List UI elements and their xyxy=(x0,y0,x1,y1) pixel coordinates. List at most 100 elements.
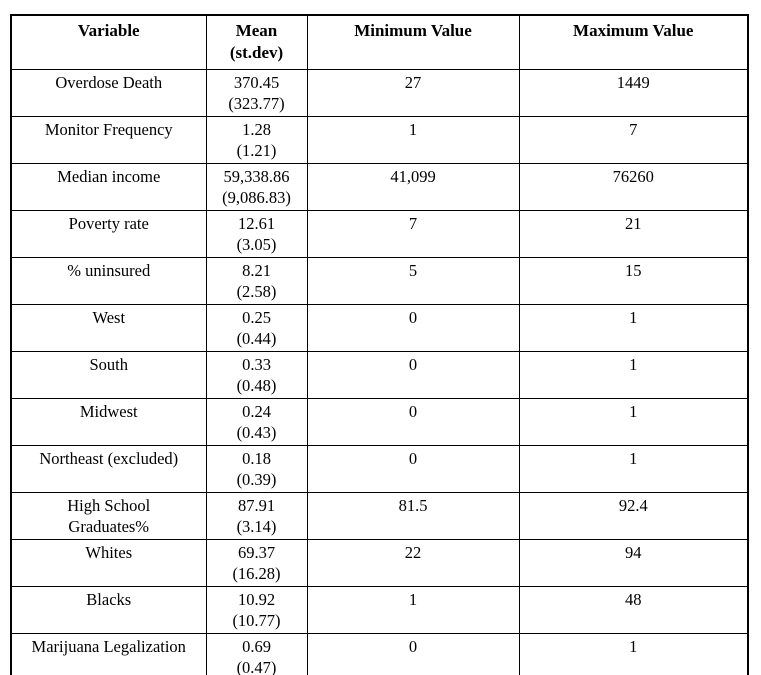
column-header-variable-label: Variable xyxy=(77,21,140,40)
variable-label: Blacks xyxy=(86,589,132,609)
table-row: Poverty rate 12.61 (3.05) 7 21 xyxy=(10,209,749,258)
column-header-maximum-label: Maximum Value xyxy=(573,21,694,40)
variable-cell: % uninsured xyxy=(10,256,207,305)
min-cell: 0 xyxy=(306,397,520,446)
variable-cell: Midwest xyxy=(10,397,207,446)
min-cell: 27 xyxy=(306,68,520,117)
mean-value: 370.45 xyxy=(233,72,280,92)
min-value: 27 xyxy=(404,72,422,92)
mean-value: 0.18 xyxy=(242,448,271,468)
min-value: 81.5 xyxy=(398,495,428,515)
max-cell: 1 xyxy=(518,397,749,446)
min-cell: 0 xyxy=(306,350,520,399)
mean-value: 10.92 xyxy=(237,589,276,609)
max-cell: 92.4 xyxy=(518,491,749,540)
mean-cell: 8.21 (2.58) xyxy=(205,256,308,305)
mean-value: 0.33 xyxy=(242,354,271,374)
mean-value: 87.91 xyxy=(237,495,276,515)
summary-statistics-table: Variable Mean (st.dev) Minimum Value Max… xyxy=(10,14,749,675)
min-value: 1 xyxy=(408,589,418,609)
max-value: 7 xyxy=(629,119,638,139)
stdev-value: (2.58) xyxy=(236,281,277,301)
variable-label: Median income xyxy=(57,166,161,186)
min-cell: 1 xyxy=(306,115,520,164)
max-value: 1 xyxy=(629,636,638,656)
mean-value: 12.61 xyxy=(237,213,276,233)
mean-cell: 69.37 (16.28) xyxy=(205,538,308,587)
min-cell: 0 xyxy=(306,303,520,352)
mean-cell: 0.18 (0.39) xyxy=(205,444,308,493)
min-value: 0 xyxy=(408,448,418,468)
table-row: Whites 69.37 (16.28) 22 94 xyxy=(10,538,749,587)
max-value: 48 xyxy=(625,589,642,609)
min-cell: 1 xyxy=(306,585,520,634)
column-header-minimum: Minimum Value xyxy=(306,14,520,70)
stdev-value: (1.21) xyxy=(236,140,277,160)
mean-cell: 0.33 (0.48) xyxy=(205,350,308,399)
mean-value: 0.24 xyxy=(242,401,271,421)
max-cell: 21 xyxy=(518,209,749,258)
mean-value: 8.21 xyxy=(242,260,271,280)
stdev-value: (0.39) xyxy=(236,469,277,489)
stdev-value: (0.44) xyxy=(236,328,277,348)
stdev-value: (3.05) xyxy=(236,234,277,254)
column-header-variable: Variable xyxy=(10,14,207,70)
mean-cell: 59,338.86 (9,086.83) xyxy=(205,162,308,211)
variable-cell: Whites xyxy=(10,538,207,587)
variable-label: Marijuana Legalization xyxy=(31,636,186,656)
mean-cell: 12.61 (3.05) xyxy=(205,209,308,258)
variable-label: High School Graduates% xyxy=(67,495,151,536)
variable-label: Monitor Frequency xyxy=(44,119,173,139)
mean-cell: 10.92 (10.77) xyxy=(205,585,308,634)
mean-value: 1.28 xyxy=(242,119,271,139)
column-header-minimum-label: Minimum Value xyxy=(354,21,472,40)
table-row: High School Graduates% 87.91 (3.14) 81.5… xyxy=(10,491,749,540)
variable-label: South xyxy=(89,354,128,374)
max-value: 1 xyxy=(629,401,638,421)
column-header-stdev-label: (st.dev) xyxy=(229,43,284,62)
table-row: Marijuana Legalization 0.69 (0.47) 0 1 xyxy=(10,632,749,675)
max-value: 21 xyxy=(625,213,642,233)
max-cell: 7 xyxy=(518,115,749,164)
min-cell: 41,099 xyxy=(306,162,520,211)
max-cell: 15 xyxy=(518,256,749,305)
min-cell: 0 xyxy=(306,632,520,675)
variable-label: Midwest xyxy=(79,401,138,421)
mean-cell: 1.28 (1.21) xyxy=(205,115,308,164)
column-header-mean: Mean (st.dev) xyxy=(205,14,308,70)
mean-cell: 0.24 (0.43) xyxy=(205,397,308,446)
max-value: 94 xyxy=(625,542,642,562)
min-cell: 0 xyxy=(306,444,520,493)
stdev-value: (0.43) xyxy=(236,422,277,442)
max-cell: 76260 xyxy=(518,162,749,211)
max-cell: 1 xyxy=(518,303,749,352)
min-value: 1 xyxy=(408,119,418,139)
mean-value: 0.69 xyxy=(242,636,271,656)
column-header-maximum: Maximum Value xyxy=(518,14,749,70)
table-row: Northeast (excluded) 0.18 (0.39) 0 1 xyxy=(10,444,749,493)
max-cell: 94 xyxy=(518,538,749,587)
min-value: 41,099 xyxy=(390,166,436,186)
stdev-value: (10.77) xyxy=(232,610,281,630)
variable-cell: Median income xyxy=(10,162,207,211)
table-row: Midwest 0.24 (0.43) 0 1 xyxy=(10,397,749,446)
min-value: 7 xyxy=(408,213,418,233)
table-body: Overdose Death 370.45 (323.77) 27 1449 M… xyxy=(10,68,749,675)
stdev-value: (3.14) xyxy=(236,516,277,536)
variable-label: West xyxy=(92,307,126,327)
variable-cell: Marijuana Legalization xyxy=(10,632,207,675)
variable-label: Whites xyxy=(85,542,133,562)
variable-label: Poverty rate xyxy=(68,213,149,233)
mean-cell: 0.25 (0.44) xyxy=(205,303,308,352)
max-value: 1 xyxy=(629,354,638,374)
variable-cell: West xyxy=(10,303,207,352)
mean-value: 69.37 xyxy=(237,542,276,562)
mean-value: 0.25 xyxy=(242,307,271,327)
mean-value: 59,338.86 xyxy=(223,166,290,186)
stdev-value: (0.48) xyxy=(236,375,277,395)
max-cell: 48 xyxy=(518,585,749,634)
stdev-value: (323.77) xyxy=(228,93,285,113)
table-row: Monitor Frequency 1.28 (1.21) 1 7 xyxy=(10,115,749,164)
variable-cell: High School Graduates% xyxy=(10,491,207,540)
